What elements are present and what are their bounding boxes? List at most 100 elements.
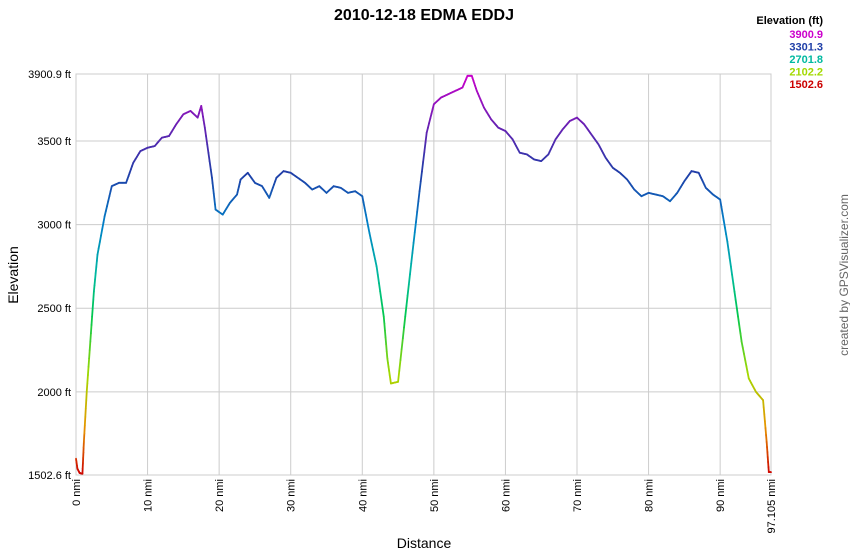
elevation-segment [735, 307, 739, 318]
elevation-segment [361, 195, 365, 204]
elevation-segment [406, 283, 410, 297]
elevation-segment [373, 254, 377, 262]
elevation-segment [376, 273, 380, 285]
elevation-segment [728, 257, 732, 268]
legend-value: 3900.9 [789, 29, 823, 41]
elevation-segment [87, 365, 90, 377]
elevation-segment [383, 322, 386, 332]
elevation-segment [385, 350, 389, 360]
elevation-segment [380, 298, 384, 310]
x-tick-label: 80 nmi [644, 479, 656, 512]
elevation-segment [363, 207, 367, 216]
elevation-segment [725, 233, 729, 243]
elevation-segment [720, 205, 724, 215]
y-tick-label: 1502.6 ft [28, 470, 71, 482]
elevation-segment [90, 324, 93, 335]
elevation-segment [372, 248, 376, 257]
legend-value: 3301.3 [789, 42, 823, 54]
elevation-segment [101, 221, 105, 230]
elevation-segment [734, 298, 738, 310]
elevation-segment [92, 290, 95, 301]
x-tick-label: 50 nmi [429, 479, 441, 512]
y-tick-label: 2500 ft [37, 303, 71, 315]
elevation-segment [399, 348, 403, 361]
elevation-segment [362, 201, 366, 210]
elevation-segment [727, 248, 731, 259]
x-tick-label: 20 nmi [214, 479, 226, 512]
elevation-segment [92, 284, 96, 293]
elevation-segment [415, 210, 419, 224]
elevation-segment [203, 126, 207, 137]
y-tick-label: 3000 ft [37, 220, 71, 232]
elevation-segment [737, 315, 741, 326]
elevation-segment [366, 219, 370, 228]
x-tick-label: 90 nmi [715, 479, 727, 512]
elevation-segment [381, 307, 385, 318]
elevation-segment [384, 329, 387, 339]
x-tick-label: 0 nmi [71, 479, 83, 506]
elevation-segment [367, 225, 371, 234]
y-tick-label: 2000 ft [37, 387, 71, 399]
elevation-segment [410, 252, 414, 265]
elevation-segment [379, 290, 383, 301]
legend-title: Elevation (ft) [756, 15, 823, 27]
elevation-segment [719, 198, 723, 208]
elevation-segment [419, 170, 423, 183]
elevation-segment [407, 273, 411, 286]
elevation-segment [721, 212, 725, 222]
legend-value: 2102.2 [789, 67, 823, 79]
elevation-segment [722, 219, 726, 229]
elevation-segment [416, 200, 420, 213]
x-tick-label: 97.105 nmi [766, 479, 778, 533]
elevation-segment [209, 168, 213, 179]
elevation-segment [738, 324, 742, 335]
elevation-segment [404, 305, 408, 318]
elevation-segment [86, 374, 89, 385]
elevation-segment [208, 160, 212, 171]
elevation-segment [741, 346, 745, 355]
elevation-segment [423, 141, 427, 154]
elevation-segment [743, 353, 747, 361]
legend-value: 2701.8 [789, 54, 823, 66]
x-tick-label: 70 nmi [572, 479, 584, 512]
elevation-segment [762, 399, 765, 409]
elevation-segment [400, 337, 404, 351]
elevation-segment [85, 382, 89, 393]
elevation-segment [97, 241, 101, 250]
y-axis-ticks: 1502.6 ft 2000 ft 2500 ft 3000 ft 3500 ft 390… [28, 69, 71, 482]
elevation-segment [729, 265, 733, 276]
elevation-segment [382, 315, 386, 325]
elevation-segment [93, 278, 96, 287]
elevation-segment [89, 332, 92, 343]
elevation-segment [91, 298, 95, 310]
elevation-segment [740, 340, 744, 349]
elevation-segment [764, 427, 767, 436]
elevation-segment [763, 413, 766, 422]
elevation-segment [207, 151, 211, 163]
y-tick-label: 3500 ft [37, 136, 71, 148]
elevation-segment [739, 332, 743, 343]
elevation-segment [398, 359, 402, 372]
elevation-segment [763, 420, 767, 429]
elevation-segment [206, 143, 210, 154]
elevation-segment [417, 190, 421, 203]
elevation-segment [418, 180, 422, 193]
x-tick-label: 10 nmi [143, 479, 155, 512]
elevation-segment [746, 371, 750, 380]
elevation-segment [411, 241, 415, 254]
elevation-segment [422, 151, 426, 163]
elevation-segment [745, 365, 749, 374]
elevation-segment [369, 237, 373, 246]
elevation-segment [368, 232, 372, 240]
y-axis-title: Elevation [5, 246, 21, 304]
elevation-segment [731, 273, 735, 285]
elevation-segment [724, 226, 728, 236]
elevation-segment [87, 357, 91, 368]
elevation-segment [405, 294, 409, 307]
elevation-segment [96, 247, 100, 256]
elevation-segment [385, 343, 388, 353]
x-axis-title: Distance [397, 535, 452, 550]
elevation-segment [378, 282, 382, 293]
elevation-segment [403, 315, 407, 329]
elevation-segment [732, 282, 736, 293]
